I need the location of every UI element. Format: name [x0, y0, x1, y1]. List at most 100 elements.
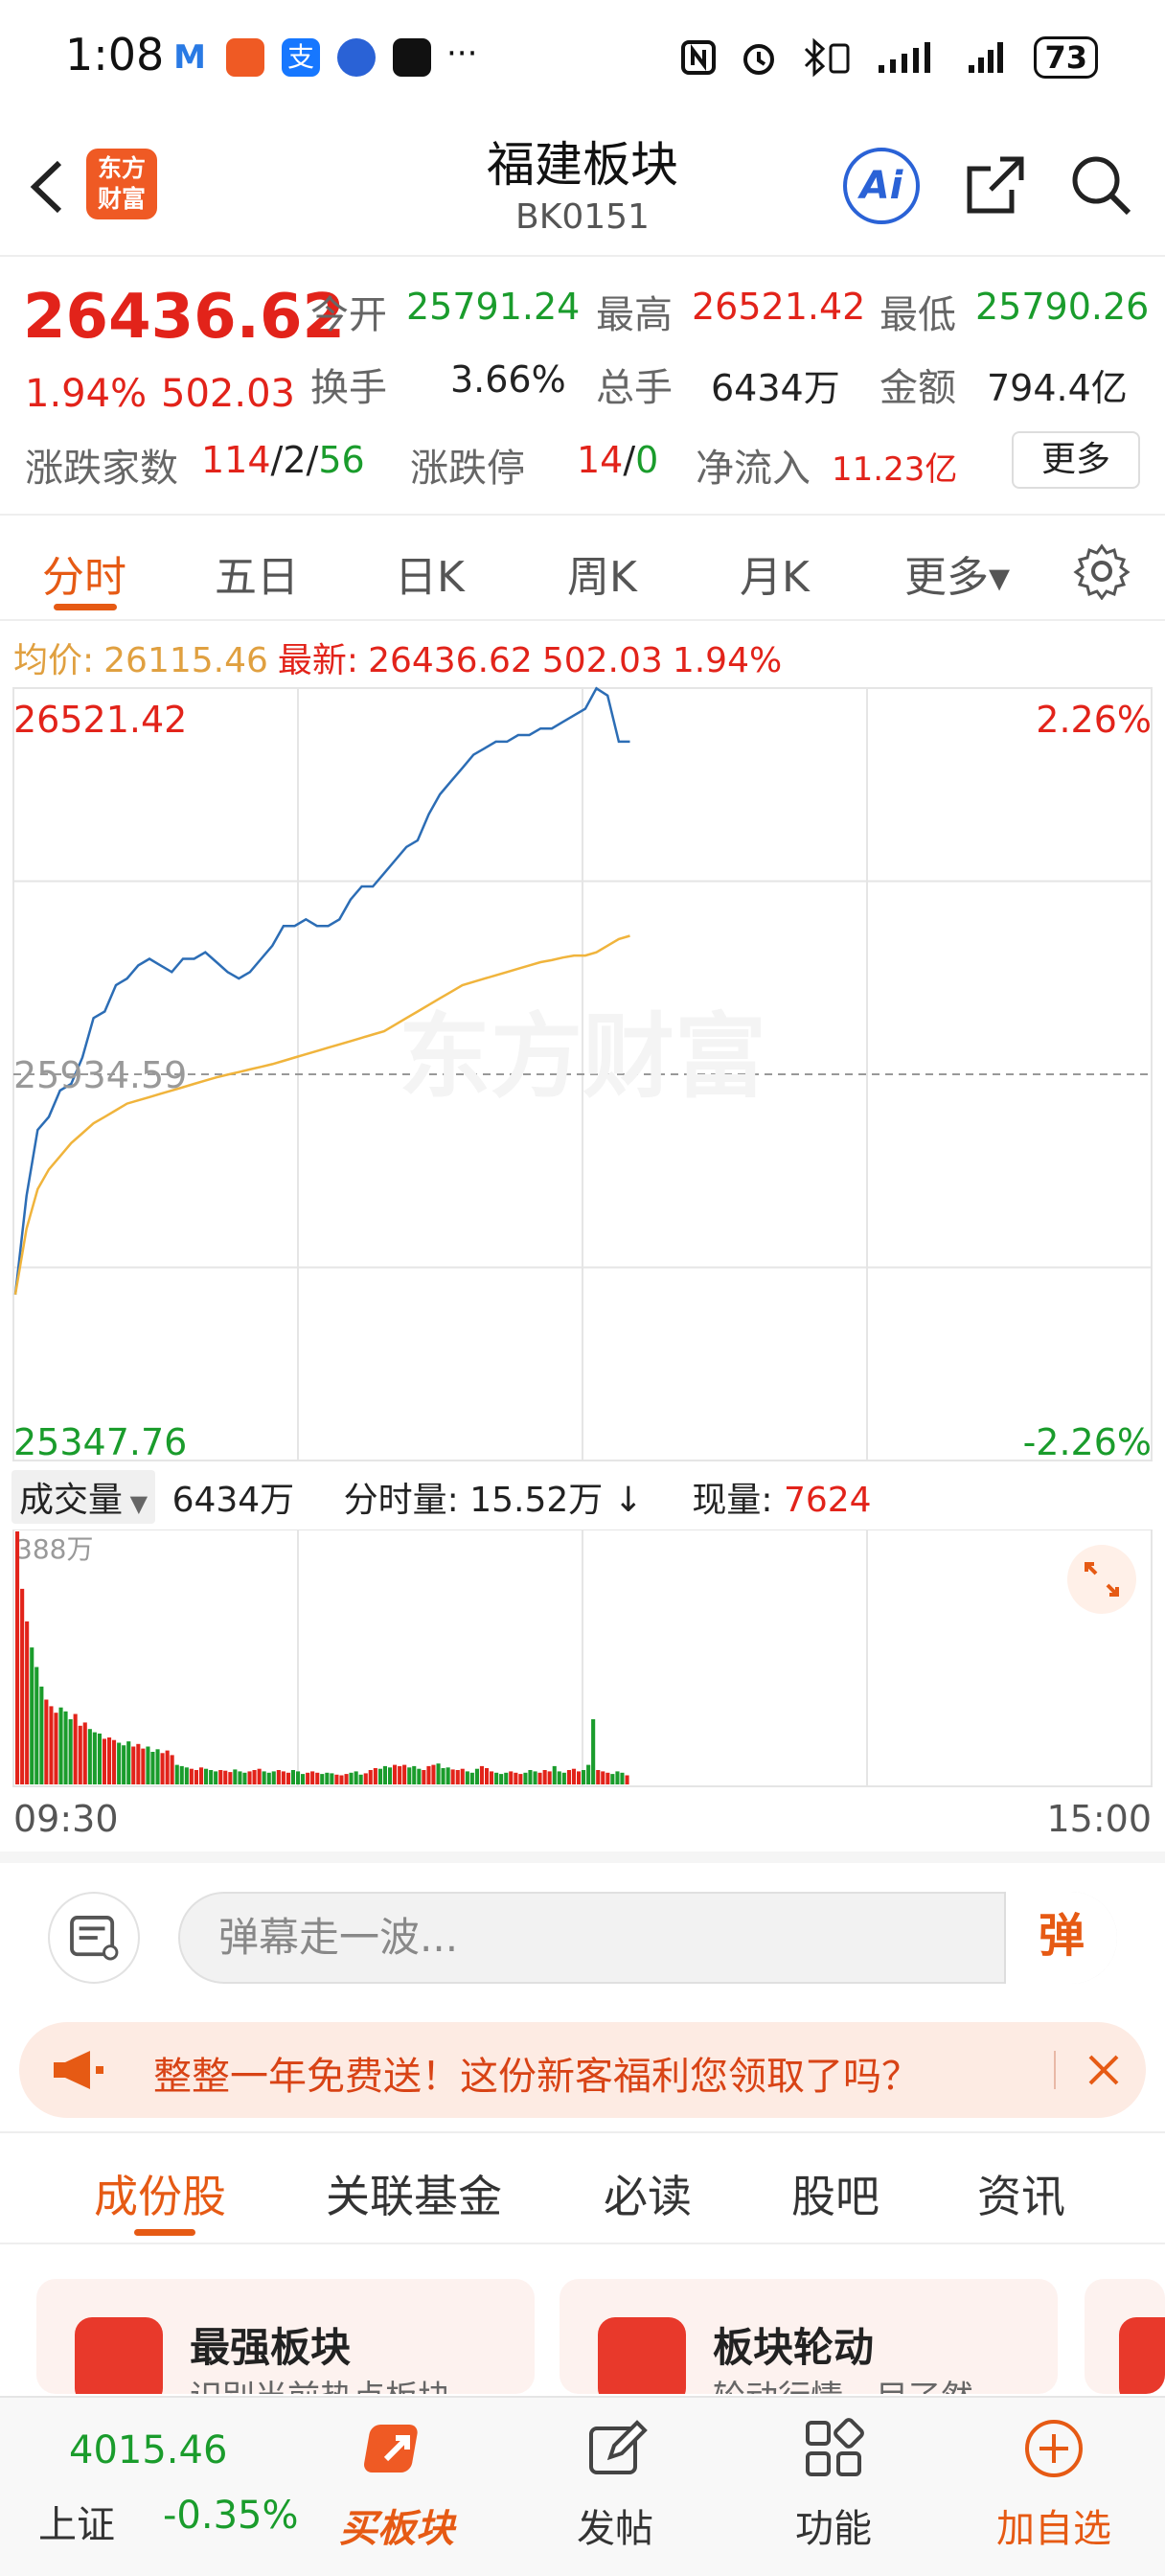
bottom-nav: 4015.46 上证 -0.35% 买板块 发帖 功能 加自选: [0, 2396, 1165, 2576]
tab-daily-k[interactable]: 日K: [395, 553, 465, 602]
volume-bar: [533, 1771, 537, 1784]
nav-functions[interactable]: 功能: [757, 2415, 910, 2553]
volume-chart[interactable]: 388万: [0, 1530, 1165, 1790]
card-next[interactable]: [1085, 2279, 1165, 2394]
quote-summary: 26436.62 1.94% 502.03 今开 25791.24 最高 265…: [0, 259, 1165, 508]
volume-bar: [407, 1767, 412, 1784]
tab-underline: [134, 2229, 195, 2236]
volume-bar: [485, 1768, 490, 1784]
card-strongest-sector[interactable]: 最强板块 识别当前热点板块: [36, 2279, 535, 2394]
volume-bar: [465, 1771, 469, 1784]
tab-news[interactable]: 资讯: [977, 2171, 1065, 2222]
volume-bar: [82, 1722, 87, 1784]
danmu-send-button[interactable]: 弹: [1004, 1892, 1117, 1984]
tab-more[interactable]: 更多▾: [904, 553, 1011, 602]
high-label: 最高: [596, 293, 673, 337]
volume-bar: [373, 1768, 377, 1784]
tab-five-day[interactable]: 五日: [215, 553, 299, 602]
sector-code: BK0151: [515, 197, 650, 237]
volume-bar: [601, 1771, 605, 1784]
index-value[interactable]: 4015.46: [69, 2428, 228, 2472]
add-circle-icon: [1025, 2420, 1083, 2477]
meitu-app-icon: M: [171, 38, 209, 77]
amount-label: 金额: [879, 366, 956, 410]
open-value: 25791.24: [406, 286, 581, 328]
volume-bar: [160, 1753, 165, 1784]
volume-bar: [339, 1775, 344, 1784]
nav-buy-sector[interactable]: 买板块: [320, 2415, 473, 2553]
volume-bar: [271, 1771, 276, 1784]
nav-label: 发帖: [577, 2507, 653, 2551]
time-start-label: 09:30: [13, 1798, 119, 1840]
inflow-value: 11.23亿: [832, 450, 958, 489]
alarm-icon: [743, 44, 775, 75]
volume-bar: [382, 1765, 387, 1784]
tab-weekly-k[interactable]: 周K: [567, 553, 637, 602]
expand-icon[interactable]: [1067, 1545, 1136, 1614]
volume-bar: [620, 1772, 625, 1784]
promo-divider: [1054, 2051, 1056, 2089]
danmu-settings-icon[interactable]: [48, 1892, 140, 1984]
status-bar: 1:08 M 支 ··· 73: [0, 0, 1165, 115]
volume-bar: [214, 1771, 218, 1784]
next-card-icon: [1119, 2317, 1165, 2394]
volume-bar: [542, 1770, 547, 1784]
nav-post[interactable]: 发帖: [538, 2415, 692, 2553]
volume-bar: [504, 1772, 509, 1784]
megaphone-icon: [54, 2051, 103, 2089]
signal-2-icon: [969, 42, 1004, 73]
gear-icon[interactable]: [1073, 542, 1131, 600]
volume-bar: [402, 1764, 407, 1784]
volume-bar: [306, 1772, 310, 1784]
close-icon[interactable]: [1083, 2049, 1125, 2091]
more-button[interactable]: 更多: [1012, 431, 1140, 489]
series-line-price: [13, 686, 630, 1295]
danmu-input[interactable]: 弹幕走一波...: [178, 1892, 1117, 1984]
search-icon[interactable]: [1067, 151, 1134, 218]
ai-button[interactable]: Ai: [843, 148, 920, 224]
tab-intraday[interactable]: 分时: [42, 553, 126, 602]
tab-must-read[interactable]: 必读: [604, 2171, 692, 2222]
open-label: 今开: [310, 293, 387, 337]
volume-bar: [586, 1764, 591, 1784]
low-value: 25790.26: [975, 286, 1150, 328]
volume-bar: [97, 1733, 102, 1784]
y-min-label: 25347.76: [13, 1421, 187, 1463]
volume-bar: [301, 1774, 306, 1784]
volume-bar: [610, 1774, 615, 1784]
price-chart[interactable]: 东方财富 26521.42 25934.59 25347.76 2.26% -2.26%: [0, 686, 1165, 1464]
index-percent[interactable]: -0.35%: [163, 2494, 299, 2538]
tab-monthly-k[interactable]: 月K: [740, 553, 810, 602]
sector-rotation-icon: [598, 2317, 686, 2394]
alipay-app-icon: 支: [282, 38, 320, 77]
volume-indicator-select[interactable]: 成交量 ▼: [11, 1470, 156, 1524]
card-sector-rotation[interactable]: 板块轮动 轮动行情一目了然: [560, 2279, 1058, 2394]
volume-bar: [557, 1771, 561, 1784]
tab-related-funds[interactable]: 关联基金: [326, 2171, 502, 2222]
low-label: 最低: [879, 293, 956, 337]
grid-icon: [806, 2418, 864, 2476]
volume-label: 总手: [596, 366, 673, 410]
tab-constituents[interactable]: 成份股: [94, 2171, 226, 2222]
volume-bar: [107, 1737, 112, 1784]
volume-bar: [25, 1621, 30, 1784]
volume-bar: [509, 1771, 514, 1784]
share-icon[interactable]: [962, 151, 1029, 218]
volume-bar: [363, 1773, 368, 1784]
tab-forum[interactable]: 股吧: [791, 2171, 879, 2222]
volume-bar: [131, 1746, 136, 1784]
volume-bar: [155, 1749, 160, 1784]
breadth-values: 114/2/56: [201, 439, 365, 481]
promo-banner[interactable]: 整整一年免费送！这份新客福利您领取了吗？: [19, 2022, 1146, 2118]
change-amount: 502.03: [161, 372, 295, 416]
nav-add-watchlist[interactable]: 加自选: [977, 2415, 1131, 2553]
index-name[interactable]: 上证: [38, 2503, 115, 2547]
volume-bar: [334, 1774, 339, 1784]
breadth-label: 涨跌家数: [25, 447, 178, 491]
card-subtitle: 轮动行情一目了然: [713, 2371, 973, 2394]
volume-bar: [582, 1770, 586, 1784]
volume-bar: [320, 1774, 325, 1784]
volume-bar: [417, 1768, 422, 1784]
volume-max-label: 388万: [15, 1533, 93, 1565]
back-button[interactable]: [23, 153, 71, 220]
